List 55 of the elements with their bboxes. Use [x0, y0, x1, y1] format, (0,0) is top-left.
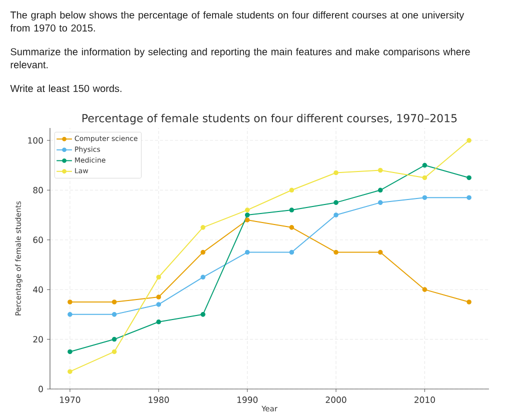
point [156, 294, 162, 300]
point [112, 312, 117, 317]
point [200, 250, 206, 255]
point [334, 200, 338, 205]
text: Summarize the information by selecting and reporting the main features and make comparisons where relevant. [10, 48, 470, 68]
point [289, 225, 294, 230]
point [378, 200, 383, 205]
y-tick-label: 60 [33, 236, 43, 244]
point [244, 208, 250, 212]
point [156, 302, 162, 307]
point [200, 312, 206, 317]
point [466, 300, 472, 304]
point [200, 274, 206, 280]
point [112, 336, 117, 342]
y-tick-label: 40 [33, 286, 43, 293]
point [244, 250, 250, 255]
point [466, 175, 472, 180]
x-tick-label: 1990 [237, 396, 258, 403]
point [68, 312, 72, 317]
point [289, 250, 294, 255]
point [422, 162, 428, 168]
point [244, 218, 250, 222]
point [156, 319, 162, 324]
point [68, 300, 72, 304]
point [334, 212, 338, 218]
point [334, 170, 338, 176]
point [289, 188, 294, 193]
point [112, 349, 117, 354]
point [422, 175, 428, 180]
point [68, 369, 72, 374]
y-tick-label: 100 [28, 137, 43, 144]
point [244, 212, 250, 218]
y-tick-label: 20 [33, 336, 43, 343]
y-tick-label: 80 [33, 186, 43, 194]
text: Write at least 150 words. [10, 84, 122, 92]
point [68, 349, 72, 354]
y-tick-label: 0 [38, 386, 43, 392]
point [289, 208, 294, 212]
point [466, 138, 472, 143]
point [466, 195, 472, 200]
point [334, 250, 338, 255]
point [378, 168, 383, 173]
point [200, 225, 206, 230]
text: The graph below shows the percentage of female students on four different courses at one university from 1970 to 2015. [10, 11, 464, 32]
x-tick-label: 2000 [326, 396, 346, 403]
point [156, 274, 162, 280]
chart-title: Percentage of female students on four different courses, 1970–2015 [82, 114, 457, 124]
x-tick-label: 1980 [148, 396, 169, 403]
point [378, 188, 383, 193]
point [378, 250, 383, 255]
point [422, 287, 428, 292]
x-tick-label: 2010 [414, 396, 435, 403]
x-tick-label: 1970 [60, 396, 80, 403]
point [422, 195, 428, 200]
point [112, 300, 117, 304]
